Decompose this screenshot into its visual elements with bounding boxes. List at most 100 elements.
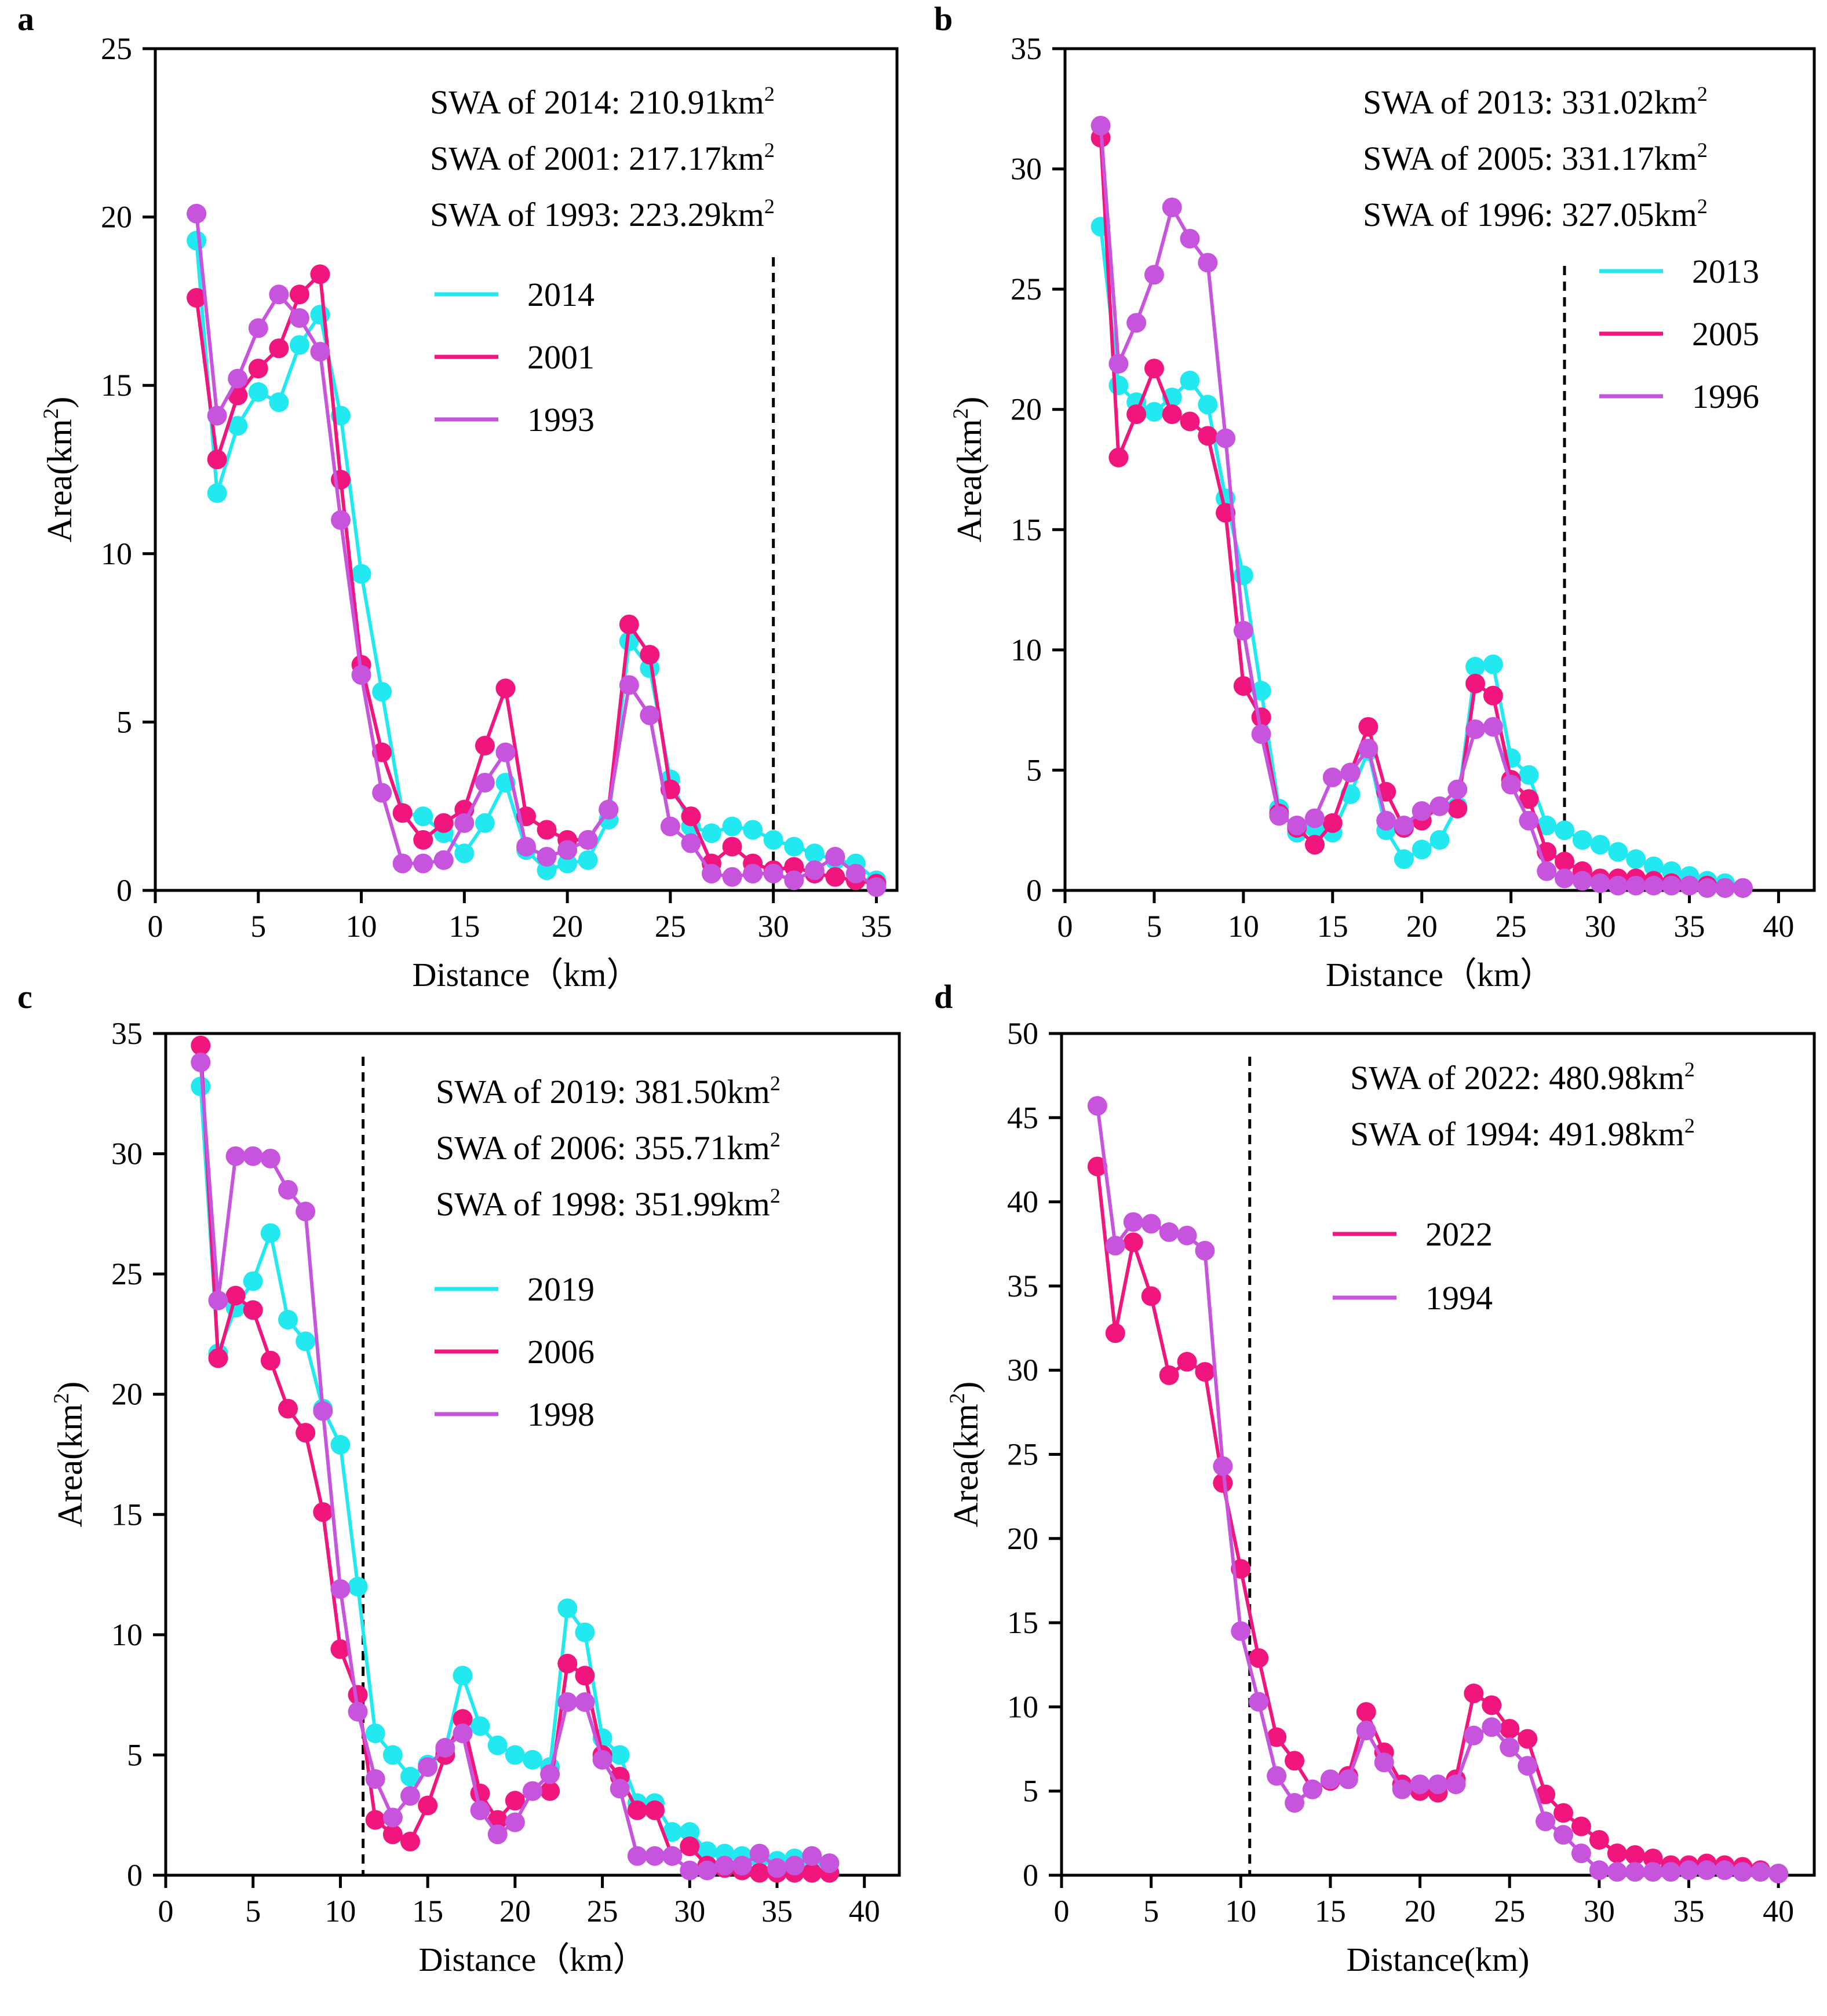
data-point xyxy=(1464,1683,1484,1704)
data-point xyxy=(1536,1784,1556,1805)
data-point xyxy=(351,665,371,685)
data-point xyxy=(702,863,721,883)
data-point xyxy=(537,860,557,881)
x-tick-label: 40 xyxy=(849,1894,880,1929)
data-point xyxy=(400,1786,420,1806)
data-point xyxy=(1251,724,1271,744)
data-point xyxy=(732,1856,752,1876)
y-tick-label: 0 xyxy=(127,1858,143,1893)
swa-annotation: SWA of 2019: 381.50km2 xyxy=(436,1072,781,1111)
data-point xyxy=(1643,875,1664,896)
data-point xyxy=(557,1692,578,1712)
panel-letter: c xyxy=(17,978,32,1016)
y-tick-label: 5 xyxy=(116,704,132,739)
data-point xyxy=(722,837,742,857)
data-point xyxy=(1571,1816,1591,1836)
data-point xyxy=(260,1223,280,1243)
swa-annotation: SWA of 1996: 327.05km2 xyxy=(1363,195,1708,233)
data-point xyxy=(310,305,330,325)
data-point xyxy=(1483,717,1503,737)
x-tick-label: 15 xyxy=(1317,909,1348,944)
data-point xyxy=(1198,253,1218,273)
x-tick-label: 25 xyxy=(655,909,686,944)
data-point xyxy=(187,231,207,251)
legend-label: 2019 xyxy=(527,1270,595,1308)
data-point xyxy=(640,658,660,678)
data-point xyxy=(1087,1095,1107,1116)
data-point xyxy=(1679,875,1700,896)
data-point xyxy=(208,1348,228,1368)
data-point xyxy=(1447,798,1468,819)
data-point xyxy=(1625,1862,1645,1882)
data-point xyxy=(313,1401,333,1421)
data-point xyxy=(645,1846,665,1866)
data-point xyxy=(1518,1756,1538,1776)
data-point xyxy=(454,843,475,864)
data-point xyxy=(1589,1829,1609,1850)
data-point xyxy=(1233,676,1253,696)
series-line-1993 xyxy=(195,213,878,889)
data-point xyxy=(540,1781,560,1801)
data-point xyxy=(749,1843,770,1864)
y-tick-label: 0 xyxy=(116,873,132,908)
data-point xyxy=(1394,815,1414,835)
data-point xyxy=(1374,1752,1394,1773)
data-point xyxy=(557,1598,578,1619)
data-point xyxy=(1608,842,1628,862)
data-point xyxy=(313,1502,333,1522)
data-point xyxy=(1571,1843,1591,1864)
data-point xyxy=(1356,1721,1376,1741)
data-point xyxy=(296,1423,316,1443)
y-tick-label: 25 xyxy=(1011,272,1042,306)
y-tick-label: 0 xyxy=(1023,1858,1038,1893)
plot-frame xyxy=(164,1032,901,1877)
y-axis-label-group: Area(km2) xyxy=(39,397,79,543)
legend-label: 2001 xyxy=(527,338,595,376)
x-tick-label: 0 xyxy=(1054,1894,1070,1929)
data-point xyxy=(1180,228,1200,249)
x-tick-label: 30 xyxy=(1584,1894,1615,1929)
data-point xyxy=(207,406,227,426)
data-point xyxy=(1625,1845,1645,1865)
data-point xyxy=(1643,1862,1663,1882)
data-point xyxy=(243,1271,263,1291)
data-point xyxy=(248,318,268,338)
data-point xyxy=(575,1622,595,1642)
data-point xyxy=(365,1723,385,1744)
data-point xyxy=(433,850,454,870)
data-point xyxy=(260,1350,280,1371)
data-point xyxy=(540,1764,560,1784)
data-point xyxy=(722,816,742,837)
data-point xyxy=(269,338,289,359)
data-point xyxy=(523,1750,542,1770)
data-point xyxy=(1338,1769,1358,1789)
data-point xyxy=(866,877,887,897)
data-point xyxy=(1394,849,1414,870)
legend-label: 1998 xyxy=(527,1396,595,1433)
data-point xyxy=(1177,1352,1197,1372)
data-point xyxy=(310,264,330,284)
panel-letter: a xyxy=(17,0,34,38)
data-point xyxy=(680,1836,700,1857)
data-point xyxy=(382,1807,403,1828)
y-axis-label: Area(km2) xyxy=(949,397,989,543)
data-point xyxy=(697,1841,717,1861)
data-point xyxy=(454,813,475,833)
y-tick-label: 20 xyxy=(101,200,132,235)
data-point xyxy=(470,1716,490,1736)
data-point xyxy=(289,308,309,328)
chart-panel-d: d 0 5 10 15 20 25 30 35 40 0 5 10 15 20 25 30 35 40 45 50 Dis… xyxy=(934,978,1816,1978)
data-point xyxy=(330,1579,351,1599)
data-point xyxy=(804,843,825,864)
x-tick-label: 35 xyxy=(860,909,892,944)
data-point xyxy=(537,820,557,840)
data-point xyxy=(1340,762,1361,783)
data-point xyxy=(1555,868,1574,889)
x-tick-label: 0 xyxy=(158,1894,174,1929)
swa-annotation: SWA of 2006: 355.71km2 xyxy=(436,1128,781,1167)
data-point xyxy=(627,1846,647,1866)
data-point xyxy=(825,867,845,887)
data-point xyxy=(1141,1286,1161,1306)
data-point xyxy=(1141,1214,1161,1234)
y-tick-label: 25 xyxy=(101,31,132,66)
